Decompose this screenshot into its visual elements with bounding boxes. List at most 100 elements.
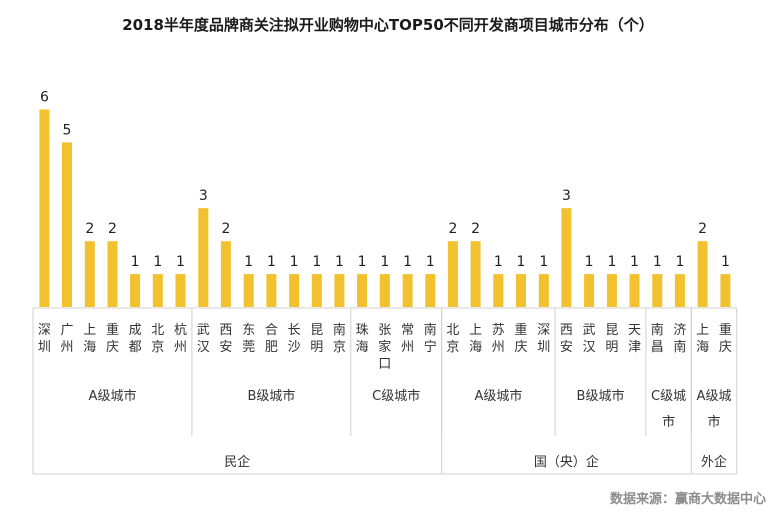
category-label: 珠海 [356,323,369,355]
value-label: 1 [539,254,548,270]
category-label: 重庆 [514,322,527,355]
value-label: 1 [675,254,684,270]
group-separators [32,307,738,475]
category-label: 上海 [469,323,482,355]
category-label: 常州 [401,323,414,355]
value-label: 1 [517,254,526,270]
bar [538,274,549,307]
value-label: 1 [721,254,730,270]
bar [516,274,526,307]
bar [334,274,345,307]
category-label: 济南 [673,323,686,355]
category-label: 西安 [560,323,573,355]
category-label: 上海 [696,323,709,355]
value-label: 1 [244,254,253,270]
category-labels: 深圳广州上海重庆成都北京杭州武汉西安东莞合肥长沙昆明南京珠海张家口常州南宁北京上… [38,322,732,372]
value-label: 1 [153,254,162,270]
value-label: 3 [199,188,208,204]
category-label: 东莞 [242,323,255,355]
value-label: 1 [607,254,616,270]
value-label: 1 [176,254,185,270]
bar [697,241,708,307]
category-label: 南京 [333,322,346,355]
tier-group-label: A级城市 [474,388,522,404]
bar [357,274,368,307]
bar [674,274,685,307]
value-label: 1 [131,254,140,270]
developer-group-labels: 民企 国（央）企 外企 [224,454,727,470]
tier-group-label: A级城市 [697,389,732,430]
bar [652,274,663,307]
bar [493,274,504,307]
value-label: 1 [494,254,503,270]
category-label: 深圳 [537,323,550,355]
value-label: 2 [221,221,230,237]
category-label: 南昌 [651,322,664,355]
bar [289,274,300,307]
category-label: 南宁 [424,322,437,355]
value-label: 1 [630,254,639,270]
category-label: 昆明 [310,323,323,355]
category-label: 张家口 [378,323,391,372]
bar [266,274,277,307]
bar [402,274,413,307]
category-label: 西安 [219,323,232,355]
value-label: 1 [335,254,344,270]
bar [584,274,595,307]
bar [606,274,617,307]
category-label: 武汉 [583,323,596,355]
category-label: 杭州 [174,323,187,355]
bar [470,241,481,307]
bar [198,208,209,307]
source-note: 数据来源：赢商大数据中心 [609,492,766,507]
category-label: 上海 [83,323,96,355]
bar [379,274,390,307]
value-label: 1 [403,254,412,270]
category-label: 武汉 [197,323,210,355]
bars [39,109,731,307]
bar [311,274,322,307]
category-label: 天津 [628,323,641,355]
category-label: 北京 [446,323,459,355]
tier-group-label: C级城市 [651,389,686,430]
category-label: 深圳 [38,323,51,355]
bar [220,241,231,307]
bar [130,274,141,307]
category-label: 合肥 [265,323,278,355]
developer-group-label: 国（央）企 [534,454,599,470]
tier-group-labels: A级城市 B级城市 C级城市 A级城市 B级城市 C级城市 A级城市 [89,388,732,430]
chart-title: 2018半年度品牌商关注拟开业购物中心TOP50不同开发商项目城市分布（个） [122,16,654,34]
category-label: 昆明 [605,323,618,355]
value-label: 2 [108,221,117,237]
category-label: 苏州 [492,322,505,355]
category-label: 成都 [129,323,142,355]
tier-group-label: A级城市 [89,388,137,404]
tier-group-label: B级城市 [247,388,295,404]
tier-group-label: C级城市 [372,388,420,404]
value-label: 5 [63,122,72,138]
value-label: 2 [698,221,707,237]
bar [175,274,186,307]
value-label: 1 [290,254,299,270]
bar [152,274,163,307]
value-label: 1 [380,254,389,270]
value-label: 1 [267,254,276,270]
bar [243,274,254,307]
value-label: 1 [312,254,321,270]
bar [62,142,72,307]
bar [425,274,436,307]
developer-group-label: 民企 [224,454,250,470]
value-label: 3 [562,188,571,204]
bar [39,109,50,307]
category-label: 长沙 [288,323,301,355]
category-label: 重庆 [719,322,732,355]
value-label: 1 [585,254,594,270]
value-label: 1 [653,254,662,270]
value-label: 2 [471,221,480,237]
category-label: 北京 [151,323,164,355]
value-label: 1 [426,254,435,270]
value-label: 2 [85,221,94,237]
developer-group-label: 外企 [701,454,727,470]
